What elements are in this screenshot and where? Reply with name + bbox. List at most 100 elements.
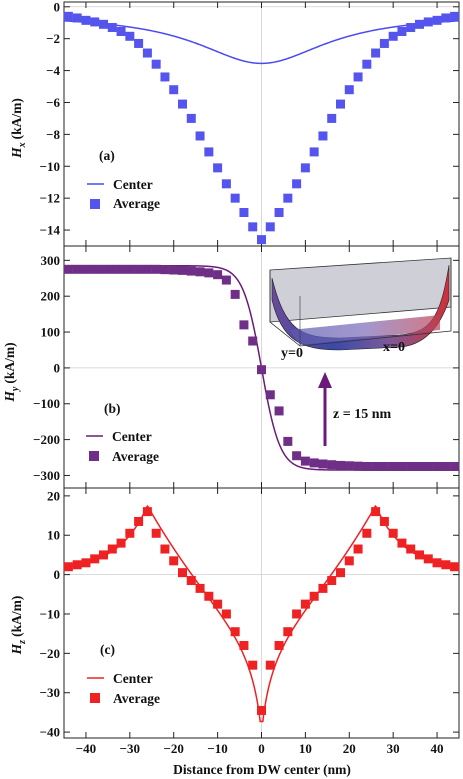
- hx-average-point: [283, 193, 293, 203]
- hz-y-axis-title: Hz(kA/m): [9, 596, 28, 656]
- hx-average-point: [309, 147, 319, 157]
- hx-average-point: [125, 31, 135, 41]
- hx-plot-area: 0 −2 −4 −6 −8 −10 −12 −14: [40, 0, 460, 247]
- hz-average-point: [292, 609, 302, 619]
- z-direction-arrow: [318, 372, 332, 446]
- hy-average-point: [134, 264, 144, 274]
- hz-ytick-label: −40: [40, 725, 60, 740]
- hx-average-point: [406, 23, 416, 33]
- hz-average-point: [186, 576, 196, 586]
- hx-average-point: [362, 59, 372, 69]
- hy-average-point: [336, 460, 345, 470]
- hz-ytick-label: −20: [40, 646, 60, 661]
- hy-average-point: [125, 264, 135, 274]
- hy-legend-average-label: Average: [112, 449, 159, 464]
- hy-average-point: [99, 264, 108, 274]
- hz-average-point: [318, 583, 328, 593]
- hz-xtick-label: −20: [164, 741, 184, 756]
- hx-average-point: [353, 72, 363, 82]
- hz-average-point: [81, 558, 91, 568]
- hy-ytick-label: −300: [33, 468, 60, 483]
- hz-xtick-label: 20: [343, 741, 356, 756]
- hy-average-point: [151, 264, 161, 274]
- hz-average-point: [388, 528, 398, 538]
- hx-average-point: [213, 163, 223, 173]
- x-axis-title: Distance from DW center (nm): [173, 762, 351, 777]
- hz-ytick-label: −10: [40, 606, 60, 621]
- hx-average-point: [151, 59, 161, 69]
- hz-average-point: [160, 544, 170, 554]
- hy-inset-label-y0: y=0: [281, 346, 303, 361]
- hz-average-point: [213, 599, 223, 609]
- hy-average-point: [72, 264, 82, 274]
- hz-average-point: [116, 538, 126, 548]
- hy-average-point: [81, 264, 91, 274]
- hx-ytick-label: −14: [40, 223, 61, 238]
- hz-ytick-label: 20: [47, 488, 60, 503]
- hx-average-point: [257, 235, 266, 245]
- hz-average-point: [63, 562, 73, 572]
- hy-average-point: [318, 459, 328, 469]
- hx-average-point: [186, 113, 196, 123]
- hx-average-point: [441, 13, 451, 23]
- hx-average-point: [265, 222, 275, 232]
- hy-average-point: [362, 461, 372, 471]
- hz-average-point: [432, 558, 442, 568]
- hz-average-point: [450, 562, 460, 572]
- hx-ytick-label: −10: [40, 159, 60, 174]
- hy-ytick-label: 200: [41, 289, 61, 304]
- hx-average-point: [169, 85, 179, 95]
- panel-hz: 20 10 0 −10 −20 −30 −40 −40 −30 −20 −10 0 10 20 30 40 (…: [9, 487, 460, 777]
- hx-legend-center-label: Center: [113, 177, 153, 192]
- hy-average-point: [441, 461, 451, 471]
- hy-average-point: [344, 461, 354, 471]
- hx-average-point: [415, 19, 424, 29]
- hy-average-point: [257, 365, 266, 375]
- hz-average-point: [371, 507, 381, 517]
- hz-panel-label: (c): [100, 642, 115, 657]
- hy-average-point: [230, 289, 240, 299]
- panel-hy: 300 200 100 0 −100 −200 −300 y=0 x=0 z = 15 nm…: [2, 245, 460, 489]
- hy-ytick-label: −200: [33, 432, 60, 447]
- hx-average-point: [318, 131, 328, 141]
- hy-average-point: [388, 461, 398, 471]
- hy-plot-area: 300 200 100 0 −100 −200 −300: [33, 245, 460, 489]
- hz-xtick-label: 40: [431, 741, 444, 756]
- hz-average-point: [265, 660, 275, 670]
- hy-average-point: [160, 265, 170, 275]
- hx-legend-average-swatch: [90, 199, 100, 209]
- hy-average-point: [371, 461, 381, 471]
- hy-average-point: [63, 264, 73, 274]
- hz-average-point: [362, 528, 372, 538]
- hx-average-point: [397, 27, 407, 36]
- hz-average-point: [204, 591, 214, 601]
- hz-average-point: [90, 554, 100, 564]
- hx-average-point: [300, 163, 310, 173]
- hx-average-point: [423, 17, 433, 27]
- hz-xtick-label: 0: [258, 741, 265, 756]
- hz-average-point: [134, 516, 144, 526]
- hy-average-point: [265, 390, 275, 400]
- hx-ytick-label: −12: [40, 191, 60, 206]
- hx-center-line: [63, 20, 460, 65]
- hz-average-point: [221, 609, 231, 619]
- hx-average-point: [142, 48, 152, 58]
- hy-average-point: [248, 336, 258, 346]
- hy-average-point: [309, 458, 319, 468]
- hx-average-point: [432, 15, 442, 25]
- hx-ytick-label: −6: [46, 95, 60, 110]
- hz-average-point: [125, 528, 135, 538]
- hy-average-point: [327, 460, 337, 470]
- hy-average-point: [432, 461, 442, 471]
- hy-average-point: [239, 320, 249, 330]
- hx-y-axis-title: Hx(kA/m): [9, 98, 28, 159]
- hy-average-point: [397, 461, 407, 471]
- hz-average-point: [423, 554, 433, 564]
- hy-average-point: [107, 264, 117, 274]
- hz-average-point: [300, 599, 310, 609]
- hx-average-point: [450, 11, 460, 21]
- hz-average-point: [239, 640, 249, 650]
- hy-average-point: [274, 406, 284, 416]
- hz-average-point: [353, 544, 363, 554]
